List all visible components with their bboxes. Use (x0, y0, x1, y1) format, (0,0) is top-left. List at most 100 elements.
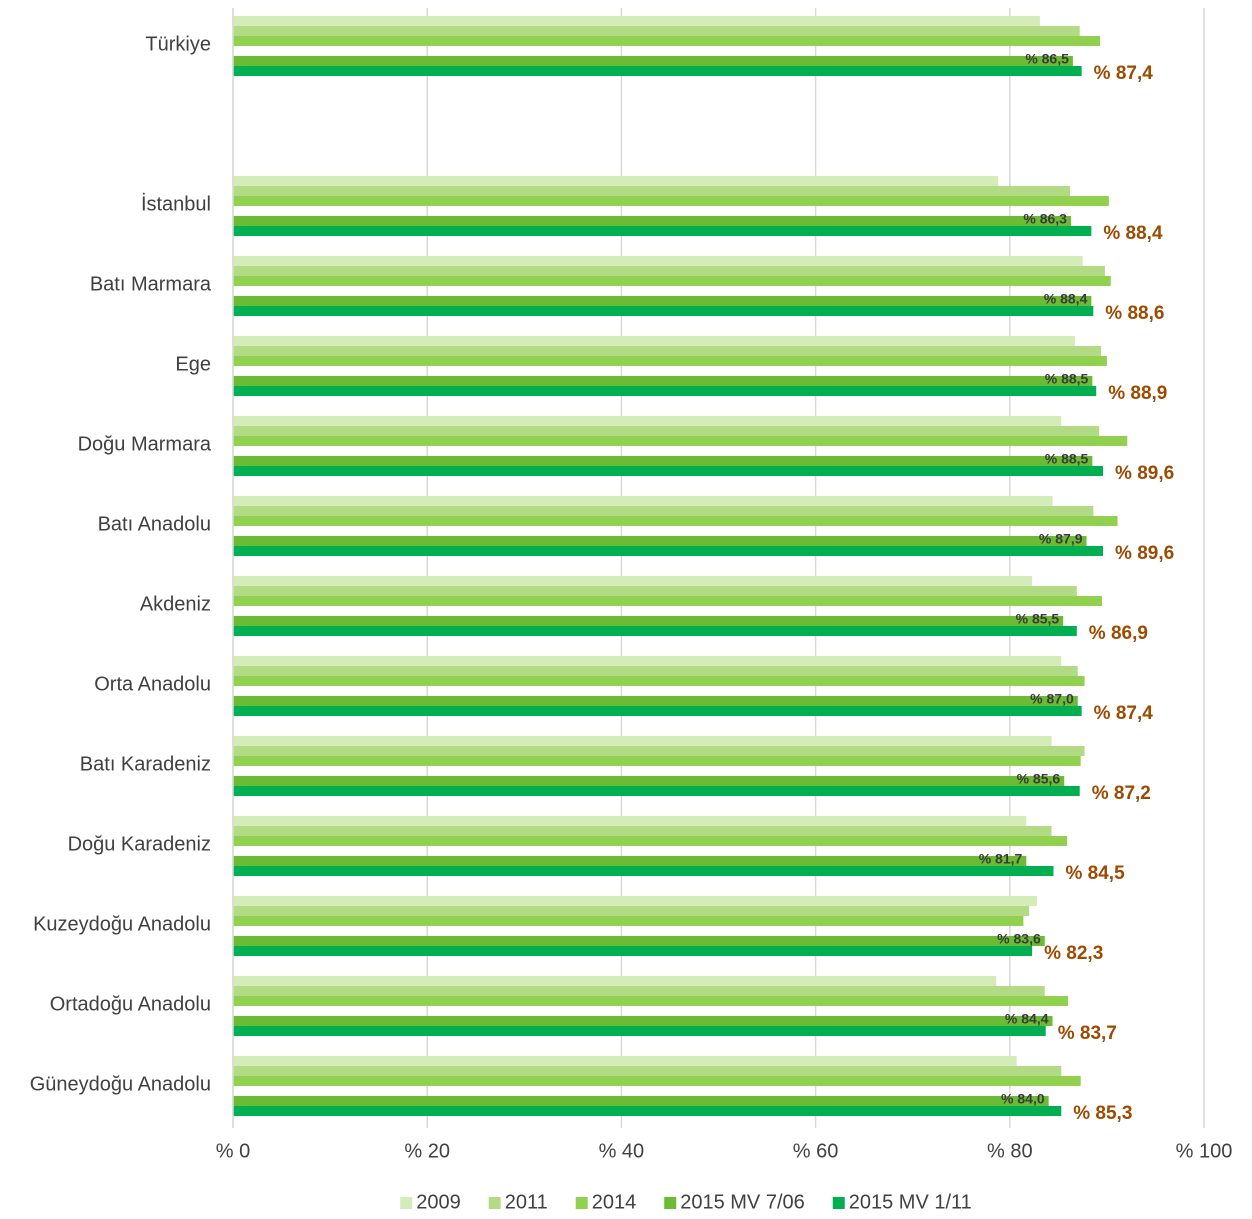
category-label: Akdeniz (140, 593, 211, 615)
bar (233, 436, 1128, 446)
bar (233, 466, 1104, 476)
value-label: % 88,6 (1105, 303, 1164, 324)
bar (233, 776, 1065, 786)
value-label: % 84,4 (1005, 1011, 1049, 1027)
bar (233, 496, 1053, 506)
value-label: % 86,3 (1023, 211, 1067, 227)
bar (233, 536, 1087, 546)
value-label: % 88,5 (1045, 371, 1089, 387)
value-label: % 85,6 (1017, 771, 1061, 787)
category-label: Güneydoğu Anadolu (30, 1073, 211, 1095)
x-tick-label: % 80 (987, 1140, 1033, 1162)
bar (233, 306, 1094, 316)
category-label: Ege (175, 353, 211, 375)
bar (233, 1016, 1053, 1026)
bar (233, 1066, 1062, 1076)
bar (233, 546, 1104, 556)
value-label: % 86,9 (1089, 623, 1148, 644)
category-label: Kuzeydoğu Anadolu (33, 913, 211, 935)
bar (233, 1076, 1081, 1086)
bar (233, 506, 1094, 516)
value-label: % 84,5 (1065, 863, 1125, 884)
legend-label: 2015 MV 1/11 (849, 1191, 972, 1213)
category-label: Batı Marmara (90, 273, 212, 295)
legend-label: 2011 (505, 1191, 548, 1213)
bar (233, 936, 1045, 946)
bar (233, 616, 1064, 626)
value-label: % 83,7 (1058, 1023, 1117, 1044)
bar (233, 756, 1081, 766)
bar (233, 676, 1085, 686)
bar (233, 856, 1027, 866)
x-tick-label: % 20 (404, 1140, 450, 1162)
category-label: Batı Karadeniz (80, 753, 211, 775)
bar (233, 586, 1077, 596)
category-label: İstanbul (141, 192, 211, 215)
value-label: % 85,5 (1016, 611, 1060, 627)
legend-swatch (488, 1197, 501, 1209)
bar (233, 906, 1030, 916)
value-label: % 83,6 (997, 931, 1041, 947)
bar (233, 176, 999, 186)
bar (233, 256, 1083, 266)
bar (233, 1056, 1017, 1066)
bar (233, 746, 1085, 756)
bar (233, 196, 1109, 206)
bar (233, 826, 1052, 836)
bar (233, 1096, 1049, 1106)
bar (233, 896, 1037, 906)
category-label: Batı Anadolu (98, 513, 211, 535)
bar (233, 56, 1073, 66)
legend-label: 2009 (416, 1191, 461, 1213)
value-label: % 88,9 (1108, 383, 1167, 404)
bar (233, 26, 1080, 36)
bar (233, 226, 1092, 236)
bar (233, 416, 1062, 426)
category-label: Orta Anadolu (94, 673, 211, 695)
bar (233, 1106, 1062, 1116)
bar (233, 266, 1105, 276)
category-label: Ortadoğu Anadolu (50, 993, 211, 1015)
value-label: % 87,4 (1094, 703, 1154, 724)
bar (233, 186, 1071, 196)
bar (233, 216, 1071, 226)
bar (233, 656, 1062, 666)
value-label: % 88,4 (1044, 291, 1088, 307)
bar (233, 36, 1101, 46)
bar (233, 346, 1102, 356)
legend-swatch (575, 1197, 588, 1209)
bar (233, 16, 1040, 26)
value-label: % 85,3 (1073, 1103, 1132, 1124)
bar (233, 426, 1100, 436)
bar (233, 976, 997, 986)
bar (233, 986, 1045, 996)
bar (233, 456, 1093, 466)
bar (233, 376, 1093, 386)
bar (233, 946, 1033, 956)
category-label: Doğu Karadeniz (68, 833, 211, 855)
bar (233, 916, 1024, 926)
value-label: % 84,0 (1001, 1091, 1045, 1107)
category-label: Doğu Marmara (78, 433, 212, 455)
bar (233, 1026, 1046, 1036)
value-label: % 87,2 (1092, 783, 1151, 804)
bar (233, 706, 1082, 716)
bar (233, 356, 1107, 366)
legend-swatch (832, 1197, 845, 1209)
value-label: % 89,6 (1115, 543, 1174, 564)
value-label: % 82,3 (1044, 943, 1103, 964)
bar (233, 296, 1092, 306)
legend-label: 2015 MV 7/06 (680, 1191, 805, 1213)
value-label: % 87,4 (1094, 63, 1154, 84)
legend-label: 2014 (592, 1191, 637, 1213)
value-label: % 89,6 (1115, 463, 1174, 484)
value-label: % 88,4 (1103, 223, 1163, 244)
bar (233, 736, 1052, 746)
legend-swatch (400, 1197, 413, 1209)
bar (233, 276, 1111, 286)
value-label: % 81,7 (979, 851, 1023, 867)
bar (233, 836, 1068, 846)
bar (233, 816, 1027, 826)
value-label: % 86,5 (1025, 51, 1069, 67)
